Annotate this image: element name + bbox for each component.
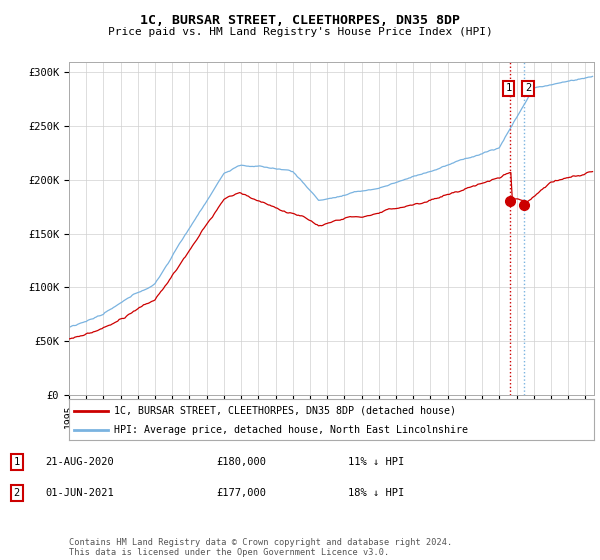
Text: 11% ↓ HPI: 11% ↓ HPI: [348, 457, 404, 467]
Text: 1C, BURSAR STREET, CLEETHORPES, DN35 8DP: 1C, BURSAR STREET, CLEETHORPES, DN35 8DP: [140, 14, 460, 27]
Text: 2: 2: [525, 83, 531, 94]
Text: £180,000: £180,000: [216, 457, 266, 467]
Text: HPI: Average price, detached house, North East Lincolnshire: HPI: Average price, detached house, Nort…: [113, 424, 467, 435]
Text: 21-AUG-2020: 21-AUG-2020: [45, 457, 114, 467]
Text: 2: 2: [14, 488, 20, 498]
Text: 18% ↓ HPI: 18% ↓ HPI: [348, 488, 404, 498]
Text: Price paid vs. HM Land Registry's House Price Index (HPI): Price paid vs. HM Land Registry's House …: [107, 27, 493, 37]
Text: 1: 1: [505, 83, 512, 94]
Text: Contains HM Land Registry data © Crown copyright and database right 2024.
This d: Contains HM Land Registry data © Crown c…: [69, 538, 452, 557]
Text: 1C, BURSAR STREET, CLEETHORPES, DN35 8DP (detached house): 1C, BURSAR STREET, CLEETHORPES, DN35 8DP…: [113, 405, 455, 416]
Text: 01-JUN-2021: 01-JUN-2021: [45, 488, 114, 498]
Text: £177,000: £177,000: [216, 488, 266, 498]
Text: 1: 1: [14, 457, 20, 467]
